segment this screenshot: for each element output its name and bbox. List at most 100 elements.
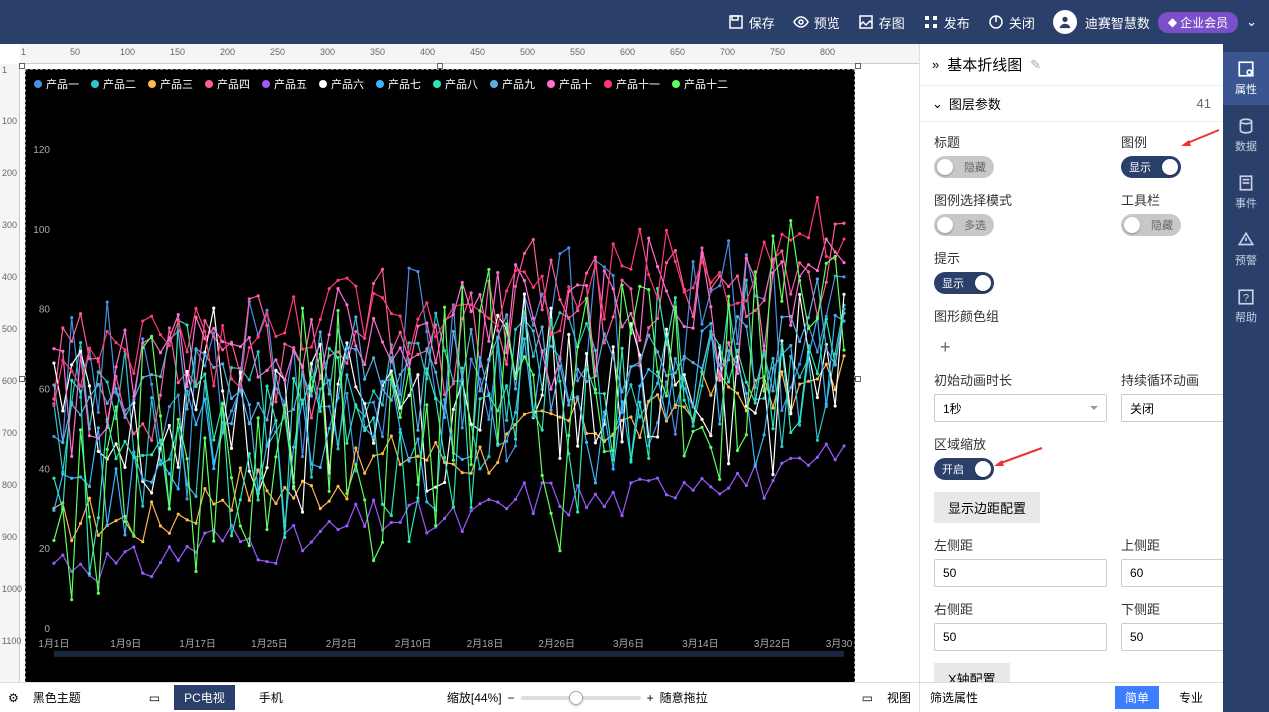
- collapse-icon[interactable]: »: [932, 57, 939, 72]
- xaxis-config-button[interactable]: X轴配置: [934, 663, 1010, 682]
- prop-zoom: 区域缩放 开启: [934, 434, 1107, 480]
- margin-config-button[interactable]: 显示边距配置: [934, 492, 1040, 523]
- toggle-legend[interactable]: 显示: [1121, 156, 1181, 178]
- alert-icon: [1237, 231, 1255, 249]
- avatar: [1053, 10, 1077, 34]
- edit-icon[interactable]: ✎: [1030, 57, 1041, 73]
- add-color-button[interactable]: +: [934, 337, 1223, 358]
- chart-legend: 产品一产品二产品三产品四产品五产品六产品七产品八产品九产品十产品十一产品十二: [26, 70, 854, 98]
- svg-text:2月2日: 2月2日: [326, 638, 357, 650]
- select-anim-loop[interactable]: 关闭: [1121, 394, 1223, 422]
- power-icon: [988, 14, 1004, 30]
- user-area[interactable]: 迪赛智慧数 ◆ 企业会员 ⌄: [1053, 10, 1257, 34]
- mode-simple[interactable]: 简单: [1115, 686, 1159, 709]
- canvas-area[interactable]: 1501001502002503003504004505005506006507…: [0, 44, 919, 712]
- database-icon: [1237, 117, 1255, 135]
- input-top[interactable]: [1121, 559, 1223, 587]
- prop-legend-mode: 图例选择模式 多选: [934, 190, 1107, 236]
- chart-selected[interactable]: 产品一产品二产品三产品四产品五产品六产品七产品八产品九产品十产品十一产品十二 0…: [25, 69, 855, 689]
- ruler-vertical: 110020030040050060070080090010001100: [0, 64, 20, 712]
- username: 迪赛智慧数: [1085, 13, 1150, 32]
- eye-icon: [793, 14, 809, 30]
- panel-title: 基本折线图: [947, 54, 1022, 75]
- tab-event[interactable]: 事件: [1223, 166, 1269, 219]
- gear-icon[interactable]: ⚙: [8, 691, 19, 705]
- svg-text:1月1日: 1月1日: [38, 638, 69, 650]
- input-bottom[interactable]: [1121, 623, 1223, 651]
- tab-data[interactable]: 数据: [1223, 109, 1269, 162]
- close-button[interactable]: 关闭: [988, 13, 1035, 32]
- svg-text:1月17日: 1月17日: [179, 638, 216, 650]
- input-left[interactable]: [934, 559, 1107, 587]
- properties-panel: » 基本折线图 ✎ ⌄ 图层参数 41 标题 隐藏 图例 显示: [919, 44, 1269, 712]
- input-right[interactable]: [934, 623, 1107, 651]
- member-badge: ◆ 企业会员: [1158, 12, 1238, 33]
- prop-bottom-margin: 下侧距: [1121, 599, 1223, 651]
- prop-colorset: 图形颜色组: [934, 306, 1223, 325]
- screen-icon: ▭: [149, 691, 160, 705]
- mode-pro[interactable]: 专业: [1169, 686, 1213, 709]
- toggle-title[interactable]: 隐藏: [934, 156, 994, 178]
- section-header[interactable]: ⌄ 图层参数 41: [920, 86, 1223, 122]
- prop-title: 标题 隐藏: [934, 132, 1107, 178]
- prop-tooltip: 提示 显示: [934, 248, 1107, 294]
- tab-attr[interactable]: 属性: [1223, 52, 1269, 105]
- minus-icon[interactable]: −: [508, 691, 515, 705]
- viewport-label[interactable]: 视图: [887, 689, 911, 706]
- svg-text:0: 0: [44, 624, 50, 635]
- prop-top-margin: 上侧距: [1121, 535, 1223, 587]
- save-button[interactable]: 保存: [728, 13, 775, 32]
- svg-text:100: 100: [33, 225, 50, 236]
- line-chart: 0204060801001201月1日1月9日1月17日1月25日2月2日2月1…: [26, 98, 854, 666]
- tab-phone[interactable]: 手机: [249, 685, 293, 710]
- prop-left-margin: 左侧距: [934, 535, 1107, 587]
- svg-text:1月9日: 1月9日: [110, 638, 141, 650]
- svg-text:1月25日: 1月25日: [251, 638, 288, 650]
- theme-label[interactable]: 黑色主题: [33, 689, 81, 706]
- svg-text:2月18日: 2月18日: [467, 638, 504, 650]
- svg-text:40: 40: [39, 464, 51, 475]
- toggle-legend-mode[interactable]: 多选: [934, 214, 994, 236]
- publish-button[interactable]: 发布: [923, 13, 970, 32]
- image-icon: [858, 14, 874, 30]
- svg-text:3月14日: 3月14日: [682, 638, 719, 650]
- svg-text:3月30日: 3月30日: [826, 638, 854, 650]
- toggle-tooltip[interactable]: 显示: [934, 272, 994, 294]
- layer-count: 41: [1197, 96, 1211, 111]
- prop-anim-init: 初始动画时长 1秒: [934, 370, 1107, 422]
- tab-pc[interactable]: PC电视: [174, 685, 235, 710]
- svg-text:2月10日: 2月10日: [395, 638, 432, 650]
- top-toolbar: 保存 预览 存图 发布 关闭 迪赛智慧数 ◆ 企业会员 ⌄: [0, 0, 1269, 44]
- svg-text:80: 80: [39, 305, 51, 316]
- zoom-slider-track[interactable]: [521, 696, 641, 700]
- svg-text:60: 60: [39, 384, 51, 395]
- zoom-control[interactable]: 缩放[44%] − + 随意拖拉: [307, 689, 848, 706]
- drag-label[interactable]: 随意拖拉: [660, 689, 708, 706]
- preview-button[interactable]: 预览: [793, 13, 840, 32]
- properties-icon: [1237, 60, 1255, 78]
- toggle-zoom[interactable]: 开启: [934, 458, 994, 480]
- zoom-label: 缩放[44%]: [447, 689, 502, 706]
- svg-text:3月22日: 3月22日: [754, 638, 791, 650]
- diamond-icon: ◆: [1168, 15, 1177, 29]
- tab-alert[interactable]: 预警: [1223, 223, 1269, 276]
- select-anim-init[interactable]: 1秒: [934, 394, 1107, 422]
- svg-text:3月6日: 3月6日: [613, 638, 644, 650]
- prop-toolbar: 工具栏 隐藏: [1121, 190, 1223, 236]
- toggle-toolbar[interactable]: 隐藏: [1121, 214, 1181, 236]
- export-image-button[interactable]: 存图: [858, 13, 905, 32]
- document-icon: [1237, 174, 1255, 192]
- svg-text:2月26日: 2月26日: [538, 638, 575, 650]
- prop-right-margin: 右侧距: [934, 599, 1107, 651]
- chevron-down-icon: ⌄: [1246, 14, 1257, 30]
- prop-legend: 图例 显示: [1121, 132, 1223, 178]
- side-tabs: 属性 数据 事件 预警 ? 帮助: [1223, 44, 1269, 712]
- plus-icon[interactable]: +: [647, 691, 654, 705]
- ruler-horizontal: 1501001502002503003504004505005506006507…: [20, 44, 919, 64]
- bottom-bar: ⚙ 黑色主题 ▭ PC电视 手机 缩放[44%] − + 随意拖拉 ▭ 视图: [0, 682, 919, 712]
- viewport-icon[interactable]: ▭: [862, 691, 873, 705]
- help-icon: ?: [1237, 288, 1255, 306]
- grid-icon: [923, 14, 939, 30]
- tab-help[interactable]: ? 帮助: [1223, 280, 1269, 333]
- svg-text:20: 20: [39, 544, 51, 555]
